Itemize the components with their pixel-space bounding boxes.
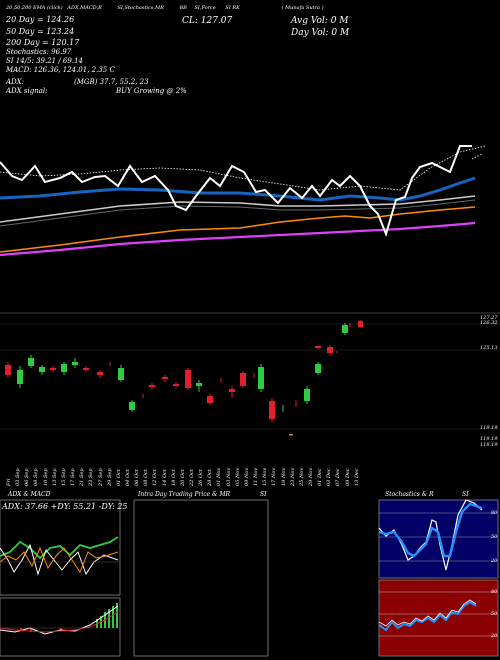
adx-label: ADX: (6, 78, 25, 86)
candle-up (258, 364, 264, 392)
candles (5, 320, 363, 436)
price-tail-line (471, 153, 483, 160)
ema50-line (0, 195, 476, 223)
adx-panel-frame (0, 499, 121, 596)
stoch-level-label: 80 (491, 510, 498, 516)
adx-macd-title: ADX & MACD (8, 491, 51, 498)
candle-down (358, 320, 363, 328)
stoch-level-label: 50 (491, 534, 498, 540)
header-adx-link[interactable]: ADX,MACD,R (67, 5, 102, 11)
header-ema-link[interactable]: 20,50,200 EMA (click) (6, 5, 63, 11)
header-si-link[interactable]: SI,Stochastics,MR (117, 5, 164, 11)
candle-doji (97, 370, 103, 378)
price-axis-label: 126.32 (480, 320, 498, 326)
stochastics-si-label: SI (462, 491, 469, 498)
ema200-line (0, 221, 476, 257)
candle-up (39, 365, 45, 375)
day-volume: Day Vol: 0 M (291, 28, 350, 38)
ema20-stat: 20 Day = 124.26 (6, 15, 75, 24)
macd-stat: MACD: 126.36, 124.01, 2.35 C (6, 66, 115, 74)
ema-chart (0, 145, 486, 257)
candle-doji (162, 375, 168, 382)
bb-lower-line (0, 206, 476, 253)
price-axis-label: 127.27 (480, 315, 498, 321)
adx-value: (MGB) 37.7, 55.2, 23 (74, 78, 149, 86)
ema200-stat: 200 Day = 120.17 (6, 38, 80, 47)
si-stat: SI 14/5: 39.21 / 69.14 (6, 57, 83, 65)
price-axis-label: 125.13 (480, 345, 498, 351)
stoch-level-label: 20 (491, 558, 498, 564)
candle-up (304, 386, 310, 404)
candle-doji (196, 380, 202, 392)
si-level-label: 80 (491, 589, 498, 595)
avg-volume: Avg Vol: 0 M (291, 16, 349, 26)
candle-up (118, 365, 124, 382)
candle-up (28, 355, 34, 368)
header-munafa-link[interactable]: ( Munafa (281, 5, 305, 11)
si-signal-line (378, 599, 477, 627)
candle-up (129, 400, 135, 412)
header-force-link[interactable]: SI,Force (194, 5, 216, 11)
candle-marker (289, 434, 293, 436)
candle-down (269, 398, 275, 422)
stochastics-title: Stochastics & R (385, 491, 434, 498)
si-line (378, 600, 477, 632)
header-sutra-link[interactable]: Sutra ) (306, 5, 324, 11)
close-price: CL: 127.07 (182, 16, 233, 26)
price-line (0, 145, 472, 238)
price-axis-label: 119.19 (480, 436, 498, 442)
candle-down (5, 362, 11, 378)
header-top-labels: 20,50,200 EMA (click) ADX,MACD,R SI,Stoc… (6, 5, 324, 11)
adx-stats-label: ADX: 37.66 +DY: 55.21 -DY: 25 (2, 502, 128, 511)
candle-down (207, 394, 213, 405)
candle-doji (72, 358, 78, 368)
header-bb-link[interactable]: BB (179, 5, 187, 11)
intraday-title: Intra Day Trading Price & MR (138, 491, 231, 498)
candle-down (185, 368, 191, 390)
adx-signal-value: BUY Growing @ 2% (116, 87, 187, 95)
candle-doji (50, 366, 56, 372)
candle-up (17, 366, 23, 388)
candle-up (61, 362, 67, 375)
candle-down (240, 371, 246, 388)
header-rk-link[interactable]: SI RK (225, 5, 240, 11)
candle-up (342, 323, 348, 335)
adx-signal-label: ADX signal: (6, 87, 48, 95)
intraday-panel-frame (133, 499, 269, 657)
candle-doji (173, 382, 179, 388)
plus-dy-line (0, 543, 119, 576)
candle-up (315, 362, 321, 375)
ema20-line (0, 176, 476, 202)
candle-doji (315, 346, 321, 349)
candle-doji (229, 386, 235, 398)
stoch-d-line (378, 502, 483, 558)
candle-down (327, 345, 333, 355)
candle-doji (149, 383, 155, 390)
si-level-label: 20 (491, 633, 498, 639)
price-axis-label: 118.19 (480, 442, 498, 448)
macd-signal-line (0, 611, 119, 633)
ema50-stat: 50 Day = 123.24 (6, 27, 75, 36)
price-axis-label: 119.19 (480, 425, 498, 431)
stochastics-stat: Stochastics: 96.97 (6, 48, 72, 56)
minus-dy-line (0, 546, 119, 574)
bb-middle-line (0, 199, 476, 227)
intraday-si-label: SI (260, 491, 267, 498)
adx-line (0, 536, 119, 560)
bb-upper-dotted-line (0, 145, 486, 191)
candle-doji (83, 366, 89, 372)
si-level-label: 50 (491, 611, 498, 617)
